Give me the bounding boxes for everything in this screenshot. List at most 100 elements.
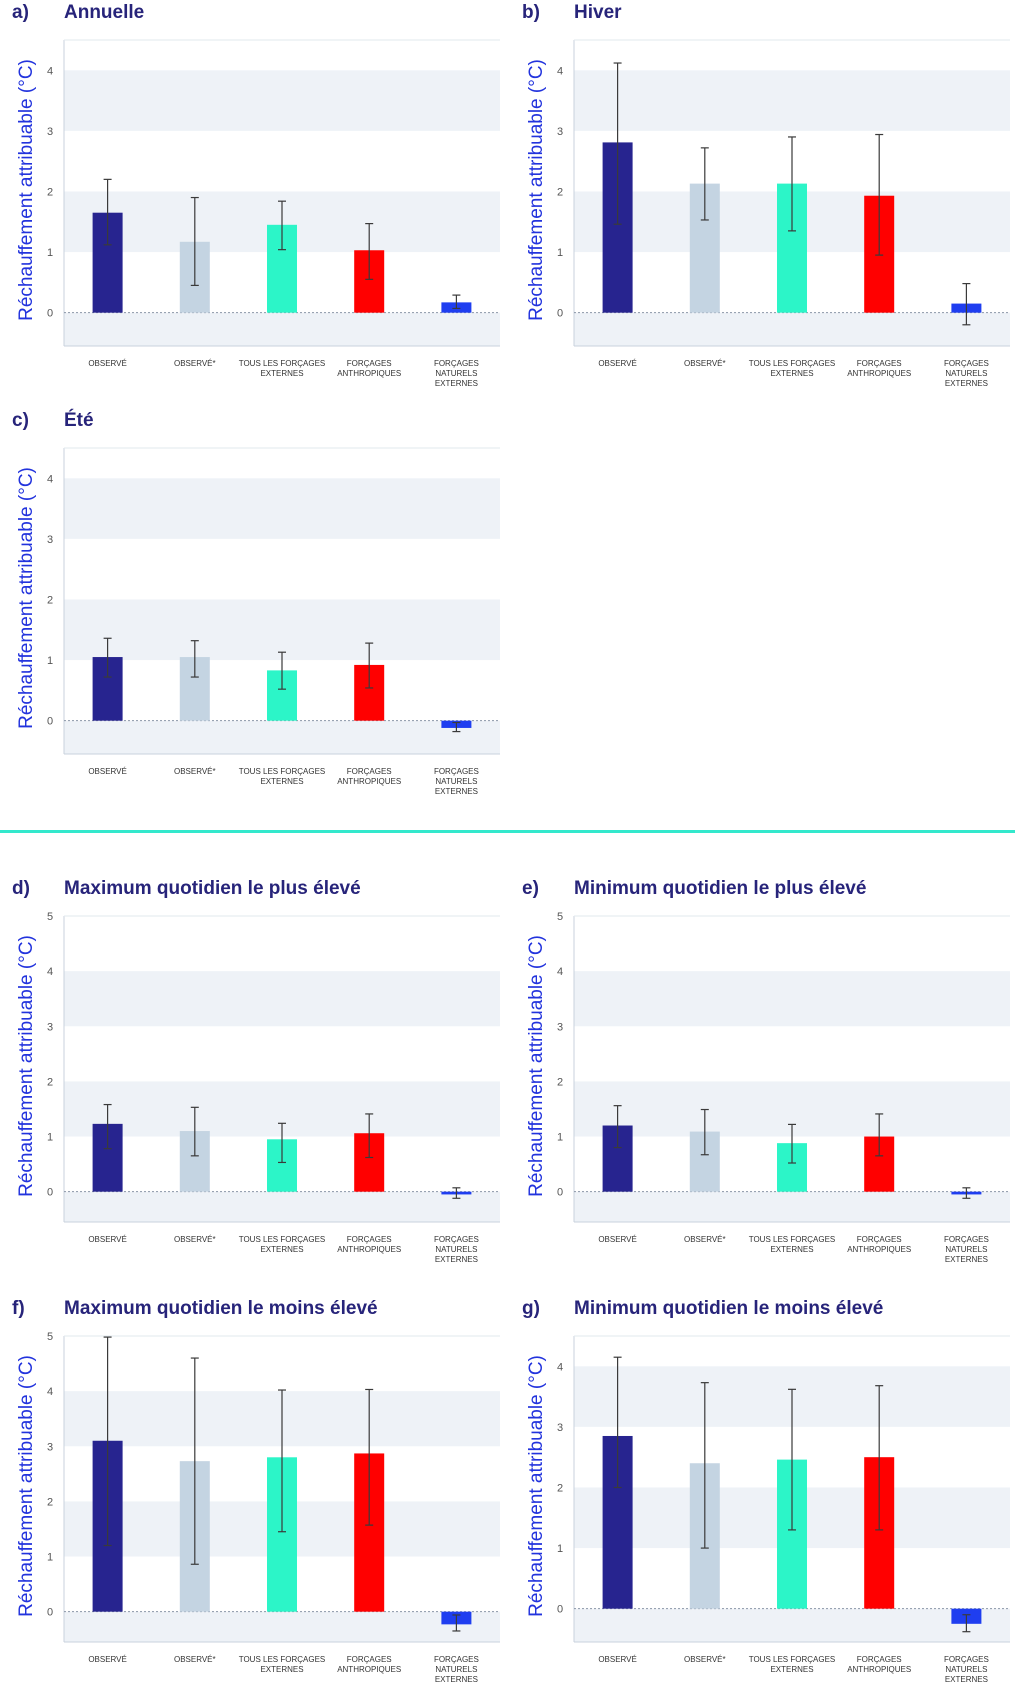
x-category-label-line: ANTHROPIQUES [337,1665,401,1674]
x-category-label-line: TOUS LES FORÇAGES [749,1235,836,1244]
x-category-label: OBSERVÉ* [174,1235,216,1244]
grid-band [64,971,500,1027]
y-tick-label: 3 [557,1021,563,1033]
x-category-label: OBSERVÉ [88,1655,127,1664]
x-category-label: FORÇAGES NATURELS EXTERNES [434,767,479,796]
x-category-label-line: TOUS LES FORÇAGES [239,1655,326,1664]
x-category-label-line: TOUS LES FORÇAGES [239,767,326,776]
x-category-label: OBSERVÉ* [174,359,216,368]
grid-band [574,1608,1010,1642]
x-category-label-line: OBSERVÉ [598,1235,637,1244]
x-category-label-line: TOUS LES FORÇAGES [749,1655,836,1664]
x-category-label: FORÇAGES NATURELS EXTERNES [944,1235,989,1264]
panel-title: Annuelle [64,2,145,23]
x-category-label-line: FORÇAGES [347,1235,392,1244]
panel-title: Maximum quotidien le moins élevé [64,1298,378,1319]
y-tick-label: 2 [557,1482,563,1494]
x-category-label-line: OBSERVÉ* [174,1235,216,1244]
chart-panel-a: a) Annuelle Réchauffement attribuable (°… [0,0,500,390]
x-category-label-line: EXTERNES [945,1675,988,1684]
x-category-label-line: EXTERNES [260,369,303,378]
x-category-label-line: FORÇAGES [347,1655,392,1664]
y-tick-label: 1 [47,1552,53,1564]
y-tick-label: 0 [47,1187,53,1199]
x-category-label-line: NATURELS [945,1245,987,1254]
x-category-label-line: EXTERNES [770,369,813,378]
x-category-label-line: TOUS LES FORÇAGES [239,1235,326,1244]
y-axis-label: Réchauffement attribuable (°C) [16,467,37,729]
chart-panel-e: e) Minimum quotidien le plus élevé Récha… [510,876,1010,1266]
grid-band [64,720,500,754]
x-category-label: FORÇAGES NATURELS EXTERNES [434,1235,479,1264]
y-tick-label: 0 [47,716,53,728]
y-tick-label: 0 [47,308,53,320]
x-category-label-line: FORÇAGES [944,1235,989,1244]
y-tick-label: 2 [47,594,53,606]
panel-title: Minimum quotidien le plus élevé [574,878,867,899]
x-category-label: OBSERVÉ [598,359,637,368]
x-category-label: FORÇAGES ANTHROPIQUES [337,767,401,786]
x-category-label: OBSERVÉ* [684,359,726,368]
y-tick-label: 3 [47,534,53,546]
x-category-label-line: FORÇAGES [944,359,989,368]
x-category-label: FORÇAGES NATURELS EXTERNES [434,1655,479,1684]
chart-panel-b: b) Hiver Réchauffement attribuable (°C) … [510,0,1010,390]
x-category-label: FORÇAGES NATURELS EXTERNES [944,1655,989,1684]
x-category-label-line: ANTHROPIQUES [847,1245,911,1254]
x-category-label: TOUS LES FORÇAGES EXTERNES [749,1235,836,1254]
panel-title: Été [64,410,94,431]
y-tick-label: 4 [47,1386,53,1398]
grid-band [64,1611,500,1642]
section-divider [0,830,1015,833]
y-axis-label: Réchauffement attribuable (°C) [16,59,37,321]
x-category-label: OBSERVÉ* [174,1655,216,1664]
y-tick-label: 3 [557,1422,563,1434]
x-category-label-line: EXTERNES [770,1245,813,1254]
panel-letter: b) [522,2,540,23]
chart-panel-c: c) Été Réchauffement attribuable (°C) 0 1… [0,408,500,798]
x-category-label: FORÇAGES ANTHROPIQUES [337,359,401,378]
x-category-label: TOUS LES FORÇAGES EXTERNES [239,767,326,786]
y-tick-label: 1 [47,655,53,667]
x-category-label-line: FORÇAGES [347,359,392,368]
x-category-label-line: FORÇAGES [434,767,479,776]
x-category-label-line: OBSERVÉ* [684,1655,726,1664]
x-category-label-line: EXTERNES [945,1255,988,1264]
x-category-label: OBSERVÉ [598,1235,637,1244]
panel-letter: f) [12,1298,25,1319]
x-category-label-line: EXTERNES [435,787,478,796]
x-category-label: FORÇAGES ANTHROPIQUES [337,1655,401,1674]
y-tick-label: 0 [557,1187,563,1199]
x-category-label: OBSERVÉ [88,1235,127,1244]
y-tick-label: 3 [47,126,53,138]
x-category-label-line: TOUS LES FORÇAGES [239,359,326,368]
y-tick-label: 3 [47,1441,53,1453]
y-tick-label: 4 [557,1361,563,1373]
x-category-label-line: NATURELS [435,1665,477,1674]
x-category-label-line: NATURELS [435,777,477,786]
x-category-label: TOUS LES FORÇAGES EXTERNES [239,1655,326,1674]
grid-band [574,971,1010,1027]
y-tick-label: 2 [47,1496,53,1508]
y-tick-label: 5 [47,1331,53,1343]
y-axis-label: Réchauffement attribuable (°C) [526,59,547,321]
x-category-label-line: EXTERNES [435,379,478,388]
x-category-label-line: FORÇAGES [857,359,902,368]
x-category-label-line: TOUS LES FORÇAGES [749,359,836,368]
y-axis-label: Réchauffement attribuable (°C) [16,1355,37,1617]
y-tick-label: 4 [557,65,563,77]
grid-band [64,478,500,539]
y-tick-label: 2 [557,186,563,198]
x-category-label: FORÇAGES NATURELS EXTERNES [434,359,479,388]
y-axis-label: Réchauffement attribuable (°C) [16,935,37,1197]
panel-title: Maximum quotidien le plus élevé [64,878,361,899]
y-axis-label: Réchauffement attribuable (°C) [526,935,547,1197]
y-tick-label: 2 [47,186,53,198]
x-category-label-line: OBSERVÉ* [684,1235,726,1244]
y-tick-label: 3 [47,1021,53,1033]
